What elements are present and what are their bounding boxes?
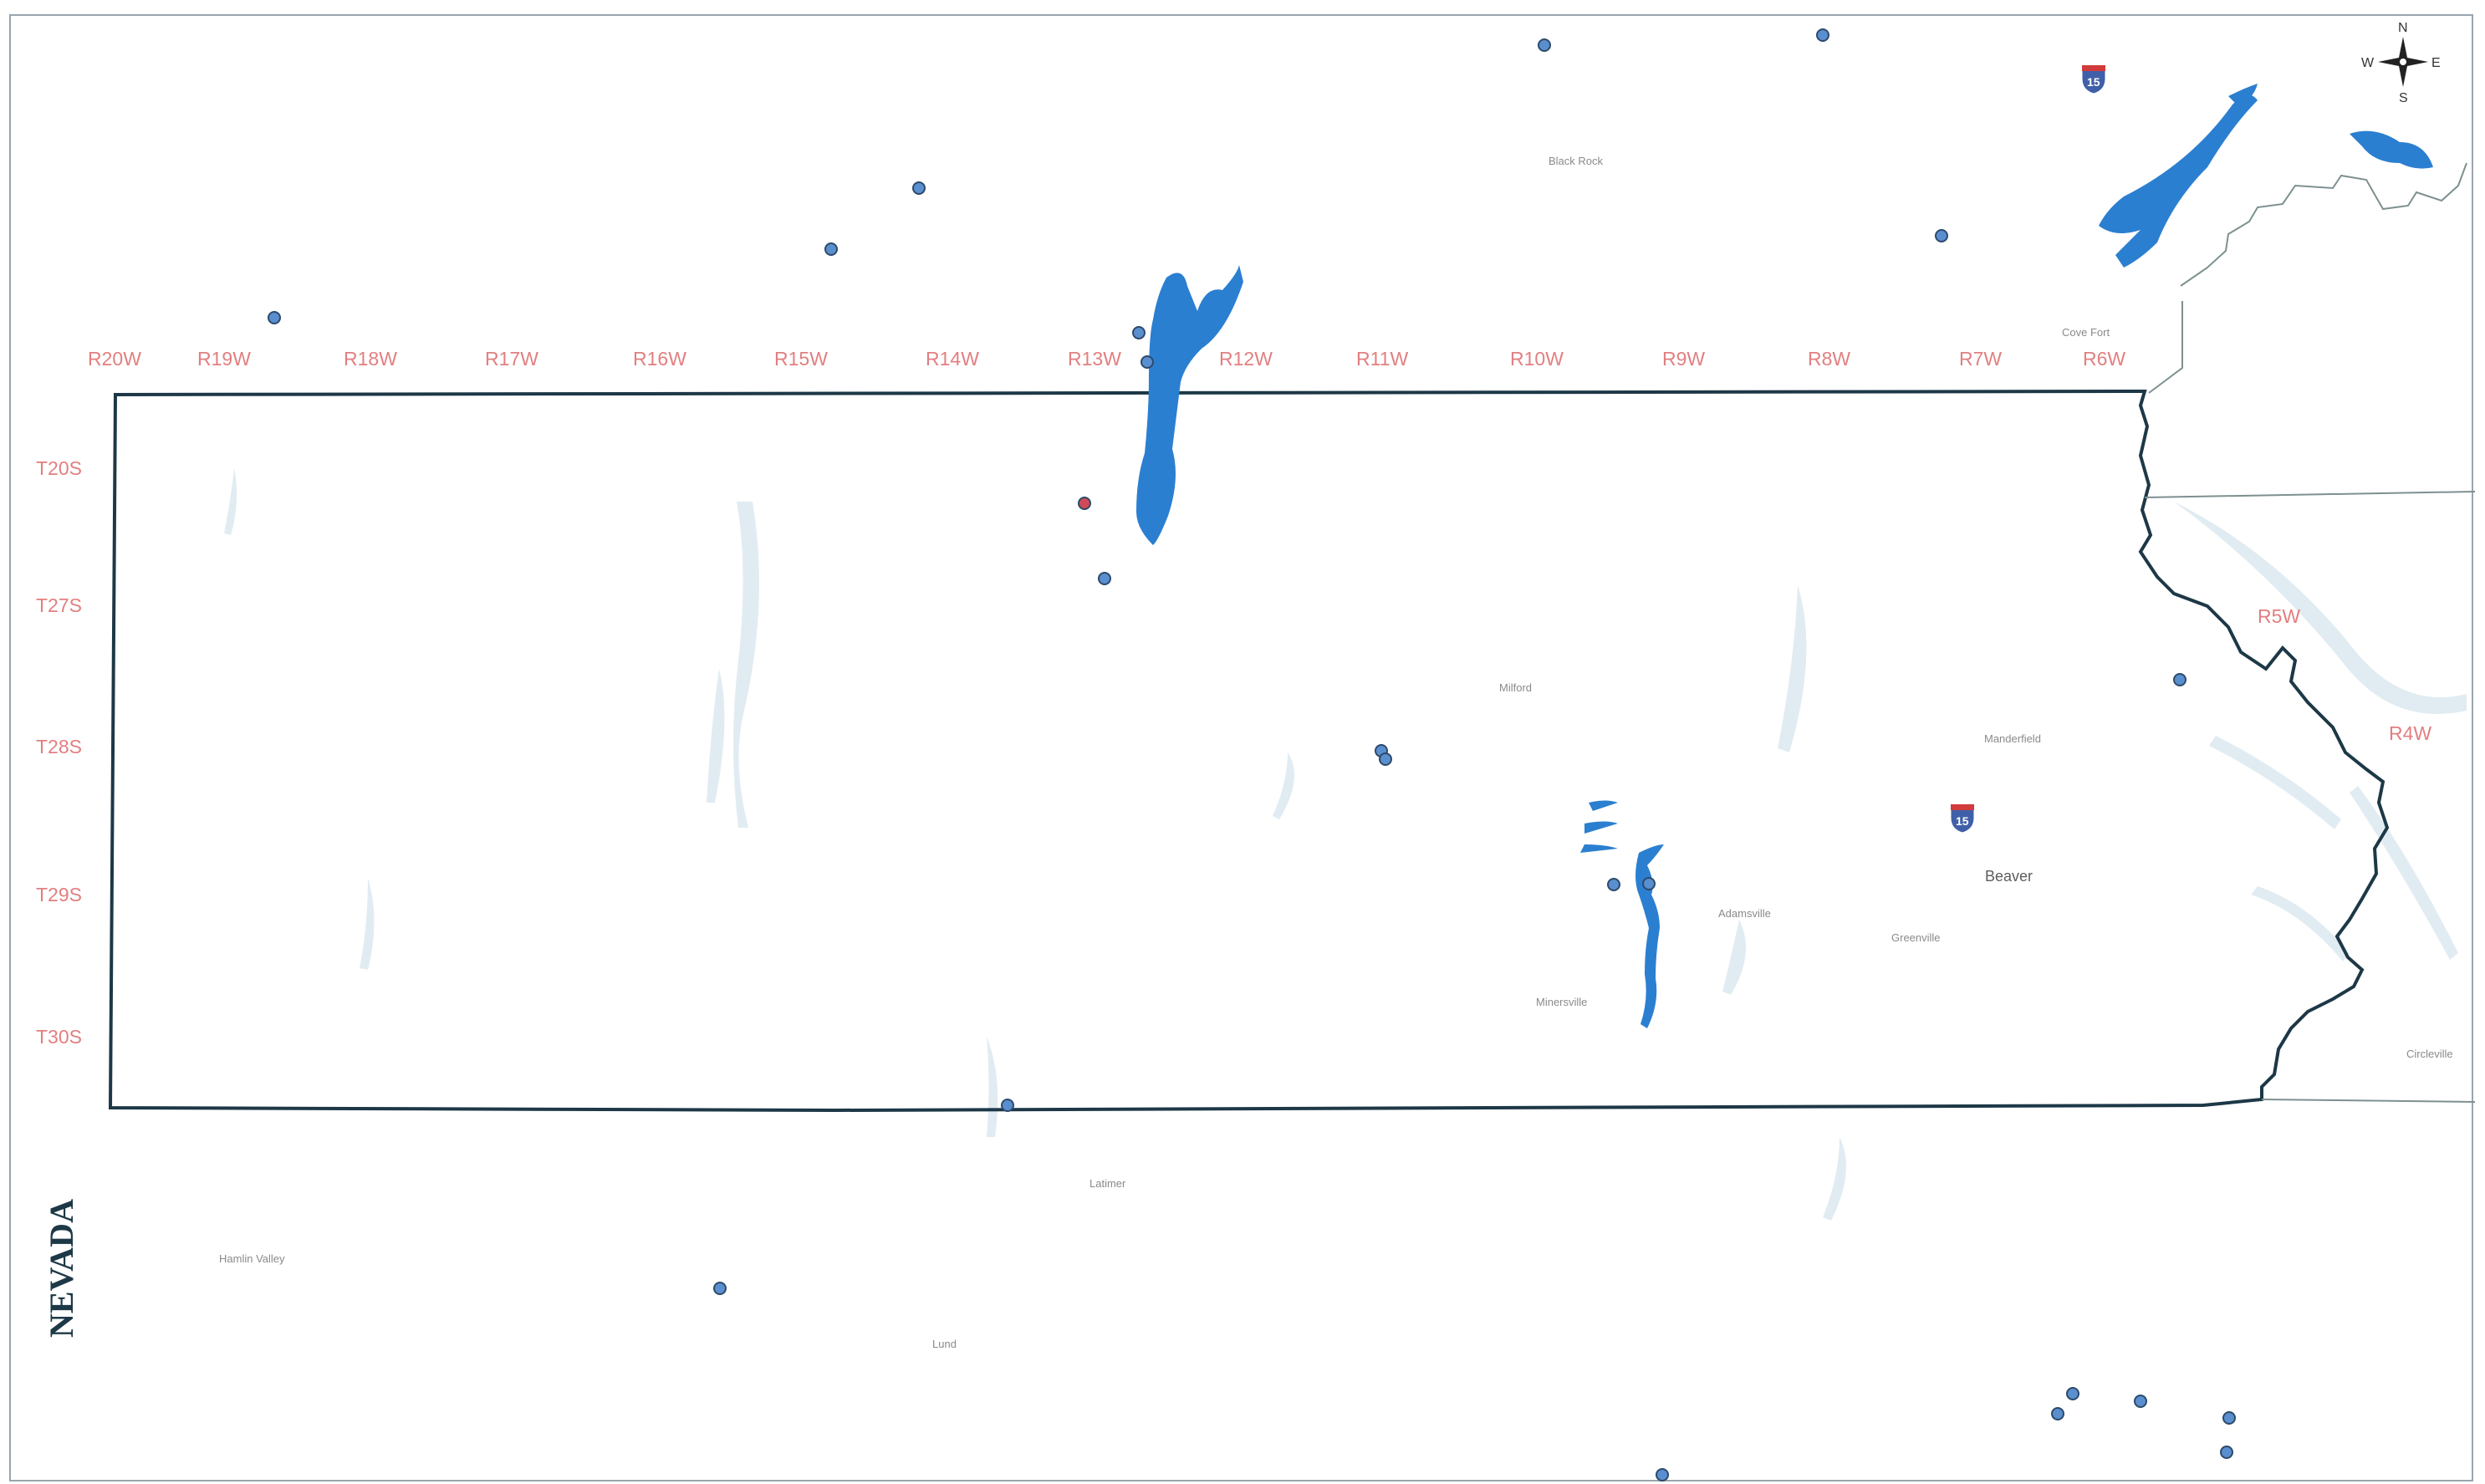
data-point <box>1935 229 1948 242</box>
svg-text:N: N <box>2398 21 2408 35</box>
interstate-shield: 15 <box>1950 803 1975 834</box>
data-point <box>1132 326 1146 339</box>
neighbor-county-lines <box>2144 162 2476 1103</box>
data-point <box>1816 28 1829 42</box>
town-label-beaver: Beaver <box>1985 868 2033 885</box>
shield-number: 15 <box>2087 75 2100 89</box>
data-point <box>2134 1395 2147 1408</box>
lake-north <box>1136 265 1243 545</box>
town-label-milford: Milford <box>1499 681 1532 694</box>
town-label-manderfield: Manderfield <box>1984 732 2041 745</box>
range-label: R15W <box>774 348 828 370</box>
state-label-nevada: NEVADA <box>43 1199 80 1338</box>
town-label-lund: Lund <box>932 1338 957 1350</box>
map-frame <box>9 14 2473 1481</box>
shield-number: 15 <box>1956 814 1969 828</box>
data-point <box>1642 877 1656 890</box>
data-point <box>2066 1387 2079 1400</box>
range-label: R5W <box>2258 605 2300 627</box>
township-label: T30S <box>36 1026 82 1048</box>
range-label: R8W <box>1808 348 1850 370</box>
township-label: T29S <box>36 884 82 905</box>
data-point <box>1098 572 1111 585</box>
data-point <box>1538 38 1551 52</box>
data-point <box>1656 1468 1669 1481</box>
water-bodies <box>1136 84 2433 1028</box>
range-label: R12W <box>1219 348 1273 370</box>
data-point-highlight <box>1078 497 1091 510</box>
svg-text:S: S <box>2399 91 2408 105</box>
data-point <box>912 181 926 195</box>
range-label: R10W <box>1510 348 1564 370</box>
township-label: T28S <box>36 736 82 757</box>
data-point <box>2222 1411 2236 1425</box>
range-labels: R20W R19W R18W R17W R16W R15W R14W R13W … <box>88 348 2431 744</box>
range-label: R13W <box>1068 348 1121 370</box>
terrain-shading <box>224 468 2467 1221</box>
town-label-cove-fort: Cove Fort <box>2062 326 2110 339</box>
town-labels: Black Rock Cove Fort Milford Manderfield… <box>219 155 2453 1350</box>
range-label: R4W <box>2389 722 2431 744</box>
county-boundary <box>108 389 2390 1113</box>
data-point <box>2051 1407 2064 1420</box>
data-point <box>1001 1099 1014 1112</box>
interstate-shield: 15 <box>2081 64 2106 94</box>
range-label: R11W <box>1356 348 1408 370</box>
data-point <box>1379 752 1392 766</box>
range-label: R20W <box>88 348 141 370</box>
town-label-adamsville: Adamsville <box>1718 907 1771 920</box>
range-label: R18W <box>344 348 397 370</box>
town-label-hamlin-valley: Hamlin Valley <box>219 1252 285 1265</box>
data-point <box>2220 1446 2233 1459</box>
data-point <box>824 242 838 256</box>
data-point <box>2173 673 2186 686</box>
township-label: T27S <box>36 594 82 616</box>
data-points <box>268 28 2236 1481</box>
data-point <box>1607 878 1620 891</box>
svg-text:W: W <box>2361 56 2375 70</box>
lake-small-ne <box>2228 84 2258 105</box>
range-label: R14W <box>926 348 979 370</box>
township-labels: T20S T27S T28S T29S T30S <box>36 457 82 1048</box>
range-label: R19W <box>197 348 251 370</box>
range-label: R7W <box>1959 348 2002 370</box>
township-label: T20S <box>36 457 82 479</box>
range-label: R16W <box>633 348 686 370</box>
range-label: R6W <box>2083 348 2125 370</box>
range-label: R9W <box>1662 348 1705 370</box>
compass-rose: N S E W <box>2361 21 2441 105</box>
svg-text:E: E <box>2431 56 2441 70</box>
town-label-greenville: Greenville <box>1891 931 1941 944</box>
town-label-circleville: Circleville <box>2406 1048 2453 1060</box>
range-label: R17W <box>485 348 538 370</box>
town-label-latimer: Latimer <box>1089 1177 1126 1190</box>
town-label-black-rock: Black Rock <box>1549 155 1604 167</box>
data-point <box>713 1282 727 1295</box>
lake-northeast <box>2099 94 2258 268</box>
reservoir-minersville <box>1635 844 1664 1028</box>
town-label-minersville: Minersville <box>1536 996 1587 1008</box>
reservoir-fingers <box>1580 800 1618 853</box>
lake-far-ne <box>2350 130 2433 169</box>
data-point <box>1140 355 1154 369</box>
data-point <box>268 311 281 324</box>
